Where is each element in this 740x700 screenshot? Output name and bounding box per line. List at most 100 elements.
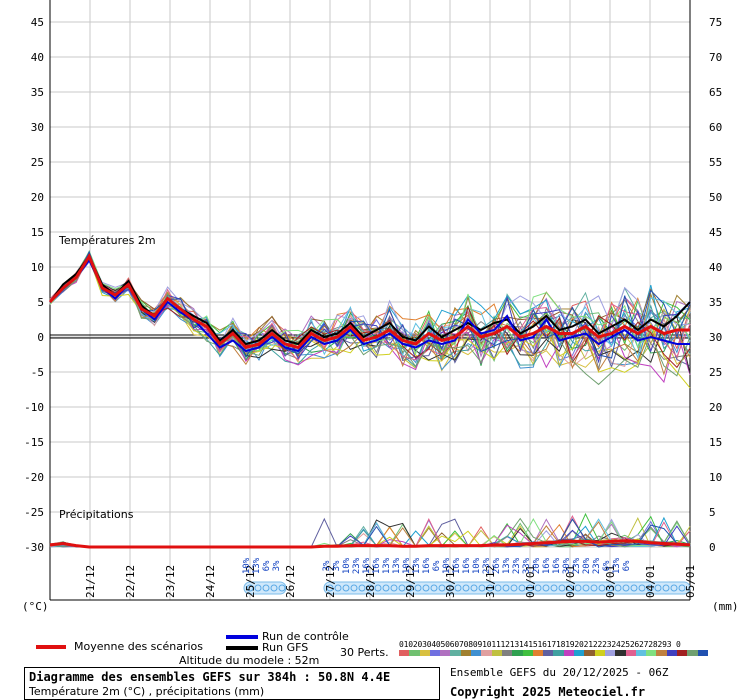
precip-label-b: 3%: [322, 560, 332, 571]
x-tick: 02/01: [564, 565, 577, 598]
x-tick: 28/12: [364, 565, 377, 598]
snow-flake: [350, 584, 358, 592]
precip-probability-labels: 10% 13% 6% 3% 3% 3% 10% 23% 16% 16% 13% 13% 10% 13% 16…: [242, 557, 632, 574]
y-right-tick: 15: [709, 436, 722, 449]
section-label-precip: Précipitations: [59, 508, 134, 521]
perturbation-swatch: [625, 650, 636, 656]
series-line-0: [48, 253, 690, 350]
y-left-tick: -5: [31, 366, 44, 379]
snow-flake: [590, 584, 598, 592]
snow-flake: [606, 584, 614, 592]
y-left-tick: -25: [24, 506, 44, 519]
perturbation-swatch: [677, 650, 688, 656]
x-tick: 25/12: [244, 565, 257, 598]
snow-flake: [390, 584, 398, 592]
perturbation-numbers: 0102030405060708091011121314151617181920…: [399, 640, 681, 649]
snow-flake: [278, 584, 286, 592]
snow-flake: [478, 584, 486, 592]
precip-label-b: 10%: [442, 557, 452, 574]
snow-flake: [246, 584, 254, 592]
perturbation-swatch: [440, 650, 451, 656]
perturbation-swatch: [460, 650, 472, 656]
y-left-tick: 45: [31, 16, 44, 29]
snow-flake: [670, 584, 678, 592]
x-tick: 30/12: [444, 565, 457, 598]
x-tick: 04/01: [644, 565, 657, 598]
perturbation-swatch: [697, 650, 708, 656]
precip-label-b: 16%: [422, 557, 432, 574]
snow-bar: [323, 581, 691, 595]
legend-moyenne-label: Moyenne des scénarios: [74, 640, 203, 653]
precip-label-b: 23%: [512, 557, 522, 574]
legend-gfs: Run GFS: [226, 641, 308, 654]
perturbation-swatch: [543, 650, 554, 656]
snow-flake: [630, 584, 638, 592]
perturbation-swatch: [604, 650, 616, 656]
perturbation-swatch: [687, 650, 698, 656]
precip-label-b: 23%: [482, 557, 492, 574]
snow-flake: [262, 584, 270, 592]
snow-flake: [430, 584, 438, 592]
snow-flake: [358, 584, 366, 592]
precip-label-b: 13%: [612, 557, 622, 574]
x-tick: 29/12: [404, 565, 417, 598]
y-right-tick: 55: [709, 156, 722, 169]
precip-label-b: 30%: [562, 557, 572, 574]
perturbation-swatches: [399, 650, 708, 656]
precip-label-b: 16%: [462, 557, 472, 574]
snow-flake: [414, 584, 422, 592]
snow-flake: [342, 584, 350, 592]
x-tick: 21/12: [84, 565, 97, 598]
legend-gfs-label: Run GFS: [262, 641, 309, 654]
precip-label-b: 33%: [522, 557, 532, 574]
precip-label-b: 13%: [382, 557, 392, 574]
snow-flake: [382, 584, 390, 592]
legend-perts: 30 Perts.: [340, 646, 389, 659]
section-label-temp: Températures 2m: [58, 234, 156, 247]
legend-gfs-swatch: [226, 646, 258, 650]
y-right-tick: 60: [709, 121, 722, 134]
snow-flake: [558, 584, 566, 592]
precip-label-b: 16%: [452, 557, 462, 574]
snow-flake: [502, 584, 510, 592]
y-right-tick: 70: [709, 51, 722, 64]
y-left-tick: 10: [31, 261, 44, 274]
precip-label-b: 23%: [572, 557, 582, 574]
snow-flake: [614, 584, 622, 592]
x-tick: 01/01: [524, 565, 537, 598]
footer-title: Diagramme des ensembles GEFS sur 384h : …: [29, 670, 391, 684]
y-right-tick: 0: [709, 541, 716, 554]
snow-flake: [638, 584, 646, 592]
snow-flake: [462, 584, 470, 592]
snow-flake: [494, 584, 502, 592]
x-tick: 05/01: [684, 565, 697, 598]
precip-label-a: 13%: [252, 557, 262, 574]
perturbation-swatch: [501, 650, 513, 656]
perturbation-swatch: [419, 650, 430, 656]
perturbation-swatch: [512, 650, 523, 656]
precip-label-b: 6%: [602, 560, 612, 571]
precip-label-b: 10%: [342, 557, 352, 574]
precip-label-b: 16%: [362, 557, 372, 574]
precip-label-b: 26%: [492, 557, 502, 574]
snow-flake: [510, 584, 518, 592]
snow-flake: [454, 584, 462, 592]
snow-flake: [582, 584, 590, 592]
precip-label-b: 23%: [592, 557, 602, 574]
perturbation-swatch: [666, 650, 678, 656]
y-left-tick: 0: [37, 331, 44, 344]
y-left-tick: 20: [31, 191, 44, 204]
precip-label-b: 16%: [552, 557, 562, 574]
perturbation-swatch: [429, 650, 441, 656]
precip-label-b: 16%: [542, 557, 552, 574]
y-left-tick: 35: [31, 86, 44, 99]
legend-moyenne: Moyenne des scénarios: [36, 640, 203, 653]
y-left-tick: -10: [24, 401, 44, 414]
series-line-1: [49, 258, 690, 353]
footer-subtitle: Température 2m (°C) , précipitations (mm…: [29, 685, 265, 698]
grid-lines: [49, 0, 691, 601]
precip-label-b: 10%: [472, 557, 482, 574]
x-tick: 26/12: [284, 565, 297, 598]
perturbation-swatch: [399, 650, 410, 656]
